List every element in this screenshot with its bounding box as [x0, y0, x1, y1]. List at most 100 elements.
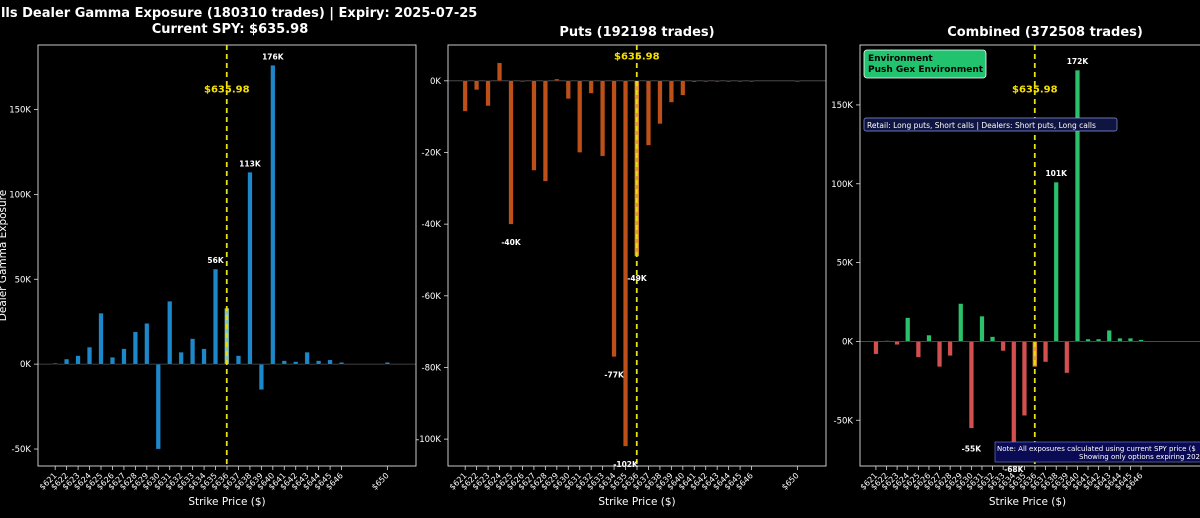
calls-chart-panel: $635.9856K113K176K-50K0K50K100K150K$621$…	[0, 44, 417, 508]
x-axis-label: Strike Price ($)	[598, 496, 675, 508]
current-price-label: $635.98	[1012, 84, 1058, 95]
chart-title: Puts (192198 trades)	[559, 25, 714, 40]
bar-combined-23	[1106, 330, 1112, 342]
y-tick-label: 100K	[831, 180, 853, 190]
note-box	[994, 441, 1200, 463]
data-label: 56K	[207, 256, 224, 265]
bar-calls-10	[167, 301, 173, 365]
data-label: -68K	[1004, 465, 1025, 474]
y-tick-label: -60K	[422, 292, 442, 302]
bar-combined-10	[979, 316, 985, 342]
bar-puts-24	[726, 80, 732, 82]
bar-combined-17	[1043, 341, 1049, 363]
combined-chart-panel: Combined (372508 trades) $635.98 101K 172K -…	[831, 25, 1200, 508]
y-tick-label: -50K	[12, 445, 32, 455]
bar-calls-24	[327, 359, 333, 365]
info-box-text: Retail: Long puts, Short calls | Dealers…	[867, 121, 1096, 130]
bar-puts-21	[691, 80, 697, 83]
bar-calls-16	[236, 355, 241, 365]
bar-calls-18	[258, 363, 264, 390]
data-label: 113K	[239, 159, 262, 168]
figure-title-line1: Calls Dealer Gamma Exposure (180310 trad…	[0, 6, 477, 21]
bar-calls-26	[384, 362, 390, 365]
bar-calls-1	[64, 358, 70, 365]
environment-box	[863, 49, 987, 79]
data-label: 172K	[1067, 57, 1090, 66]
bar-calls-20	[281, 360, 287, 365]
y-tick-label: 0K	[430, 77, 441, 87]
data-label: -77K	[604, 371, 625, 380]
bar-combined-19	[1064, 341, 1070, 374]
y-tick-label: 150K	[9, 106, 31, 116]
bar-calls-4	[98, 313, 104, 365]
bar-puts-1	[474, 80, 480, 90]
bar-calls-3	[87, 347, 92, 365]
bar-puts-5	[520, 80, 525, 82]
data-label: -55K	[962, 445, 983, 454]
bar-puts-6	[531, 80, 537, 171]
bar-combined-8	[958, 303, 964, 342]
bar-puts-11	[588, 80, 594, 94]
bar-puts-8	[554, 78, 560, 81]
bar-combined-7	[947, 341, 953, 356]
bar-puts-22	[703, 80, 709, 82]
bar-puts-13	[611, 80, 617, 357]
bar-puts-17	[646, 80, 651, 146]
bar-combined-4	[915, 341, 921, 358]
y-tick-label: 150K	[831, 101, 853, 111]
bar-calls-14	[213, 268, 218, 365]
bar-puts-7	[542, 80, 548, 182]
bar-calls-0	[52, 363, 58, 365]
environment-title: Environment	[868, 54, 933, 64]
y-tick-label: -100K	[416, 435, 441, 445]
bar-calls-5	[110, 357, 115, 365]
current-price-label: $635.98	[204, 85, 250, 96]
bar-calls-17	[247, 172, 253, 365]
y-tick-label: -50K	[834, 416, 854, 426]
note-line1: Note: All exposures calculated using cur…	[997, 445, 1196, 453]
y-tick-label: 0K	[20, 360, 31, 370]
bar-puts-3	[497, 62, 502, 81]
bar-puts-14	[623, 80, 628, 447]
info-box	[863, 117, 1118, 132]
bar-combined-9	[968, 341, 974, 429]
bar-combined-21	[1085, 338, 1091, 342]
bar-calls-21	[293, 361, 299, 365]
y-tick-label: 50K	[15, 275, 32, 285]
note-line2: Showing only options expiring 202	[1079, 453, 1200, 461]
y-tick-label: 100K	[9, 190, 31, 200]
bar-puts-20	[680, 80, 686, 96]
bar-calls-25	[339, 362, 344, 365]
bar-puts-25	[737, 80, 743, 82]
data-label: 101K	[1045, 169, 1068, 178]
bar-combined-26	[1138, 339, 1144, 342]
data-label: -40K	[501, 238, 522, 247]
bar-combined-3	[905, 317, 911, 342]
x-axis-label: Strike Price ($)	[188, 496, 265, 508]
y-tick-label: -80K	[422, 363, 442, 373]
y-tick-label: 0K	[842, 337, 853, 347]
bar-puts-27	[794, 80, 800, 82]
bar-puts-19	[668, 80, 674, 103]
bar-calls-7	[132, 331, 138, 365]
bar-combined-22	[1096, 338, 1102, 342]
bars-group	[873, 70, 1144, 449]
bar-combined-1	[884, 340, 889, 342]
bar-calls-9	[155, 363, 161, 450]
chart-title: Combined (372508 trades)	[947, 25, 1143, 40]
x-axis-label: Strike Price ($)	[989, 496, 1066, 508]
bar-combined-24	[1117, 338, 1123, 342]
data-label: 176K	[262, 52, 285, 61]
bar-combined-13	[1011, 341, 1017, 449]
bar-puts-10	[577, 80, 583, 153]
current-price-label: $635.98	[614, 51, 660, 62]
bar-combined-0	[873, 341, 879, 355]
data-label: -49K	[627, 274, 648, 283]
bar-calls-13	[201, 348, 207, 365]
y-axis-label: Dealer Gamma Exposure	[0, 190, 9, 321]
bar-combined-18	[1053, 182, 1059, 342]
bar-calls-2	[75, 355, 81, 365]
bars-group	[462, 62, 800, 447]
puts-chart-panel: Puts (192198 trades) $635.98 -40K -77K -102K…	[416, 25, 827, 508]
